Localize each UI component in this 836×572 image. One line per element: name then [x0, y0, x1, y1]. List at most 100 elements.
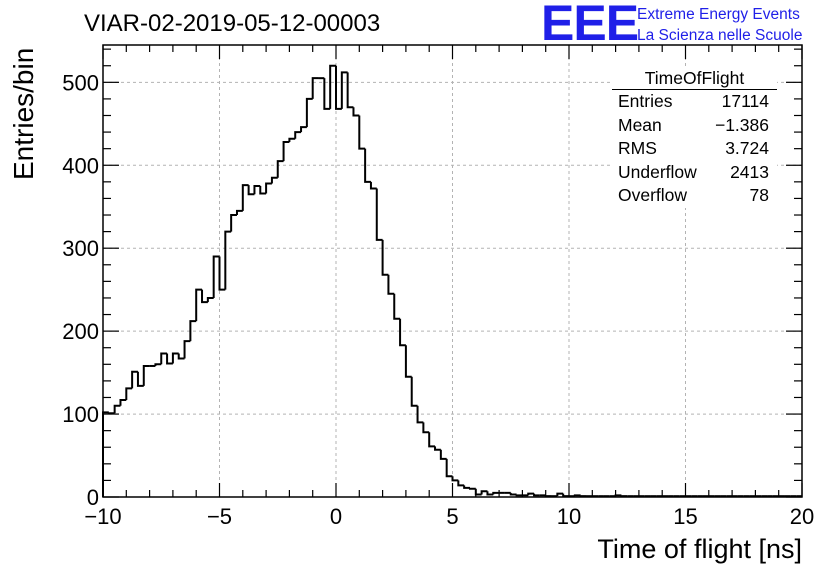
x-axis-label: Time of flight [ns]	[597, 534, 802, 564]
histogram-bin	[457, 480, 465, 487]
histogram-bin	[230, 214, 237, 232]
histogram-bin	[119, 398, 127, 406]
histogram-bin	[247, 185, 255, 196]
stats-label: Overflow	[618, 185, 688, 205]
x-tick-label: −5	[207, 504, 232, 529]
histogram-bin	[166, 353, 173, 365]
histogram-bin	[364, 148, 371, 183]
histogram-bin	[235, 209, 243, 216]
histogram-bin	[375, 188, 383, 241]
stats-value: 2413	[730, 161, 769, 182]
stats-label: RMS	[618, 138, 657, 158]
histogram-bin	[573, 494, 581, 497]
histogram-bin	[410, 376, 418, 407]
histogram-bin	[340, 71, 348, 109]
histogram-bin	[434, 446, 441, 451]
histogram-bin	[125, 387, 133, 400]
stats-row-mean: Mean −1.386	[612, 114, 777, 138]
histogram-bin	[381, 239, 389, 276]
histogram-bin	[428, 432, 436, 448]
histogram-bin	[515, 494, 523, 497]
histogram-bin	[422, 422, 430, 434]
histogram-bin	[404, 345, 412, 378]
y-tick-label: 0	[87, 485, 99, 510]
stats-label: Underflow	[618, 161, 697, 182]
histogram-bin	[329, 64, 336, 109]
histogram-bin	[218, 256, 226, 291]
histogram-bin	[107, 412, 115, 415]
histogram-bin	[556, 492, 564, 497]
logo-caption-line1: Extreme Energy Events	[637, 6, 800, 23]
histogram-bin	[171, 352, 179, 364]
stats-row-rms: RMS 3.724	[612, 137, 777, 161]
stats-label: Mean	[618, 114, 662, 135]
logo-caption: Extreme Energy Events La Scienza nelle S…	[637, 4, 802, 46]
histogram-bin	[439, 449, 447, 460]
histogram-bin	[142, 364, 150, 386]
y-tick-label: 400	[62, 153, 99, 178]
histogram-bin	[335, 65, 342, 110]
histogram-bin	[562, 493, 569, 498]
histogram-bin	[323, 78, 331, 110]
histogram-bin	[509, 492, 517, 496]
y-tick-label: 300	[62, 236, 99, 261]
histogram-bin	[387, 274, 395, 295]
histogram-bin	[620, 495, 628, 498]
histogram-bin	[311, 77, 319, 99]
x-tick-label: 0	[330, 504, 342, 529]
histogram-bin	[282, 141, 290, 162]
x-tick-label: 5	[446, 504, 458, 529]
y-tick-label: 200	[62, 319, 99, 344]
histogram-bin	[206, 296, 214, 303]
histogram-bin	[527, 492, 535, 496]
histogram-bin	[468, 487, 476, 490]
histogram-bin	[486, 491, 494, 496]
histogram-bin	[177, 353, 185, 360]
histogram-bin	[224, 230, 232, 290]
histogram-bin	[270, 176, 278, 184]
histogram-bin	[265, 182, 272, 194]
histogram-bin	[533, 493, 540, 497]
x-tick-label: 20	[790, 504, 814, 529]
chart-title: VIAR-02-2019-05-12-00003	[84, 10, 381, 37]
histogram-bin	[480, 490, 488, 495]
stats-box: TimeOfFlight Entries 17114 Mean −1.386 R…	[612, 68, 777, 208]
stats-row-overflow: Overflow 78	[612, 184, 777, 208]
y-tick-label: 500	[62, 70, 99, 95]
histogram-bin	[253, 184, 261, 195]
histogram-bin	[300, 126, 307, 133]
histogram-bin	[189, 320, 197, 342]
stats-row-underflow: Underflow 2413	[612, 161, 777, 185]
histogram-bin	[305, 97, 313, 128]
stats-label: Entries	[618, 91, 673, 111]
histogram-bin	[259, 185, 267, 195]
histogram-bin	[201, 289, 208, 304]
x-tick-label: 15	[673, 504, 697, 529]
histogram-bin	[579, 495, 587, 498]
histogram-bin	[288, 137, 296, 143]
stats-value: 3.724	[725, 138, 769, 158]
stats-value: −1.386	[714, 114, 769, 135]
eee-logo: EEE	[541, 0, 639, 51]
histogram-bin	[369, 181, 377, 190]
stats-title: TimeOfFlight	[612, 68, 777, 90]
histogram-bin	[136, 371, 144, 387]
histogram-bin	[195, 288, 203, 322]
histogram-bin	[416, 405, 424, 424]
stats-value: 17114	[721, 91, 769, 111]
x-tick-label: −10	[84, 504, 121, 529]
histogram-bin	[346, 72, 354, 109]
histogram-bin	[154, 363, 162, 366]
histogram-bin	[445, 458, 453, 478]
histogram-bin	[212, 255, 220, 298]
histogram-bin	[294, 131, 302, 139]
stats-row-entries: Entries 17114	[612, 90, 777, 114]
histogram-bin	[160, 352, 168, 365]
stats-value: 78	[749, 185, 769, 205]
histogram-bin	[102, 411, 109, 497]
logo-caption-line2: La Scienza nelle Scuole	[637, 27, 803, 44]
histogram-bin	[113, 404, 121, 414]
histogram-bin	[131, 370, 138, 389]
histogram-bin	[492, 491, 500, 495]
